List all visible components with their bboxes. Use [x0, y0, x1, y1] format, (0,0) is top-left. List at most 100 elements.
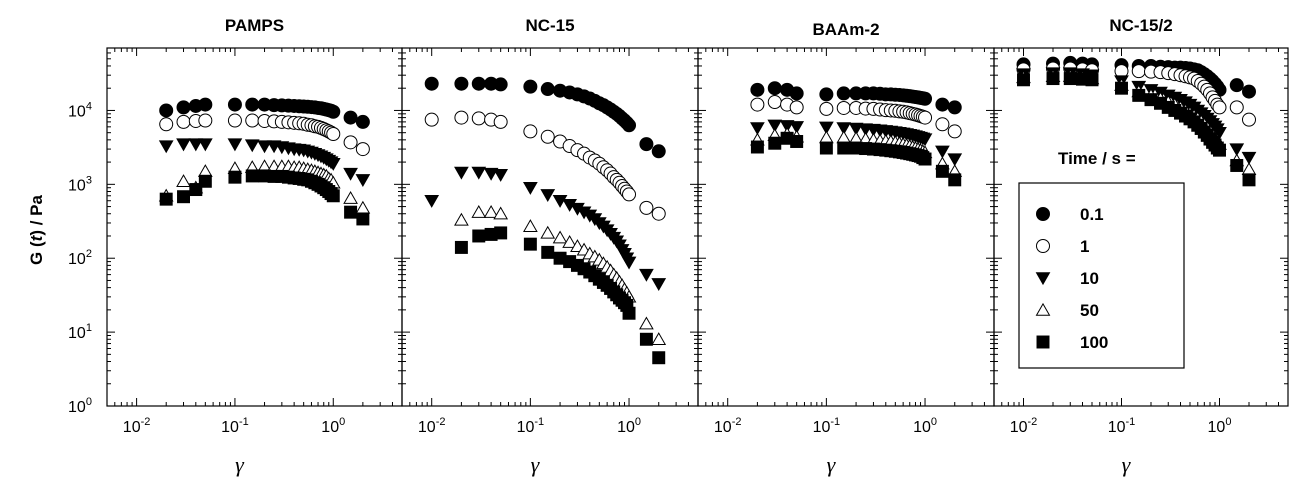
panel-frame — [993, 47, 1289, 407]
data-point — [790, 135, 804, 148]
data-point — [651, 278, 667, 292]
data-point — [750, 97, 765, 112]
legend-marker — [1036, 207, 1050, 221]
data-point — [767, 95, 782, 110]
data-point — [819, 101, 834, 116]
legend-label: 1 — [1080, 237, 1089, 256]
data-point — [472, 229, 486, 243]
series-1 — [424, 76, 666, 159]
data-point — [493, 114, 508, 129]
x-axis-label: γ — [531, 452, 541, 477]
data-point — [326, 189, 340, 203]
panel-title: NC-15 — [525, 16, 574, 35]
panel-title: NC-15/2 — [1109, 16, 1172, 35]
legend-label: 10 — [1080, 269, 1099, 288]
data-point — [819, 130, 834, 144]
data-point — [750, 122, 765, 136]
data-point — [198, 174, 212, 188]
data-point — [1132, 88, 1146, 102]
data-point — [918, 110, 933, 125]
data-point — [227, 113, 242, 128]
data-point — [947, 124, 962, 139]
data-point — [639, 200, 654, 215]
y-axis-label: G (t) / Pa — [27, 195, 46, 265]
data-point — [326, 104, 341, 119]
data-point — [227, 97, 242, 112]
data-point — [651, 332, 667, 345]
data-point — [541, 245, 555, 259]
data-point — [325, 158, 341, 171]
data-point — [159, 192, 173, 206]
data-point — [471, 166, 487, 180]
data-point — [651, 144, 666, 159]
data-point — [1085, 73, 1099, 87]
data-point — [819, 141, 833, 155]
data-point — [471, 204, 487, 218]
data-point — [819, 87, 834, 102]
data-point — [176, 114, 191, 129]
y-tick-label: 100 — [68, 396, 92, 416]
data-point — [639, 268, 654, 282]
data-point — [188, 138, 204, 152]
data-point — [935, 145, 950, 159]
data-point — [523, 219, 538, 233]
legend-marker — [1036, 239, 1050, 253]
data-point — [947, 100, 962, 115]
data-point — [837, 141, 851, 155]
panel-4: NC-15/2 10-2 10-1 100 γ — [993, 16, 1289, 477]
data-point — [1242, 173, 1256, 187]
x-axis-label: γ — [235, 452, 245, 477]
data-point — [189, 183, 203, 197]
x-tick-label: 100 — [913, 416, 937, 436]
x-tick-label: 100 — [617, 416, 641, 436]
legend-label: 0.1 — [1080, 205, 1104, 224]
data-point — [779, 120, 795, 133]
data-point — [836, 122, 852, 136]
x-tick-label: 10-1 — [221, 416, 249, 436]
data-point — [836, 100, 851, 115]
panel-title: PAMPS — [225, 16, 284, 35]
legend-marker — [1036, 335, 1050, 349]
y-tick-label: 102 — [68, 248, 92, 268]
x-tick-label: 10-2 — [714, 416, 742, 436]
data-point — [621, 256, 637, 270]
series-5 — [1017, 72, 1256, 187]
data-point — [1229, 100, 1244, 115]
data-point — [836, 86, 851, 101]
data-point — [493, 206, 509, 220]
data-point — [424, 195, 440, 208]
x-tick-label: 10-1 — [813, 416, 841, 436]
data-point — [159, 117, 174, 132]
x-tick-label: 10-2 — [1010, 416, 1038, 436]
data-point — [1229, 78, 1244, 93]
data-point — [1213, 143, 1226, 157]
series-1 — [750, 81, 962, 115]
series-2 — [750, 95, 962, 139]
data-point — [494, 226, 508, 240]
data-point — [917, 133, 933, 147]
data-point — [552, 195, 568, 208]
series-3 — [158, 138, 371, 188]
data-point — [948, 173, 962, 187]
data-point — [935, 117, 950, 132]
data-point — [344, 205, 358, 219]
data-point — [935, 97, 950, 112]
x-tick-label: 10-1 — [1108, 416, 1136, 436]
x-axis-label: γ — [1122, 452, 1132, 477]
data-point — [1229, 143, 1245, 157]
data-point — [454, 110, 469, 125]
data-point — [454, 240, 468, 254]
data-point — [424, 112, 439, 127]
data-point — [767, 119, 783, 133]
data-point — [1017, 73, 1030, 87]
series-3 — [750, 119, 963, 167]
data-point — [540, 82, 555, 97]
data-point — [540, 225, 556, 239]
data-point — [177, 190, 190, 204]
data-point — [355, 174, 371, 188]
data-point — [159, 103, 174, 118]
data-point — [750, 82, 765, 97]
data-point — [651, 206, 666, 221]
